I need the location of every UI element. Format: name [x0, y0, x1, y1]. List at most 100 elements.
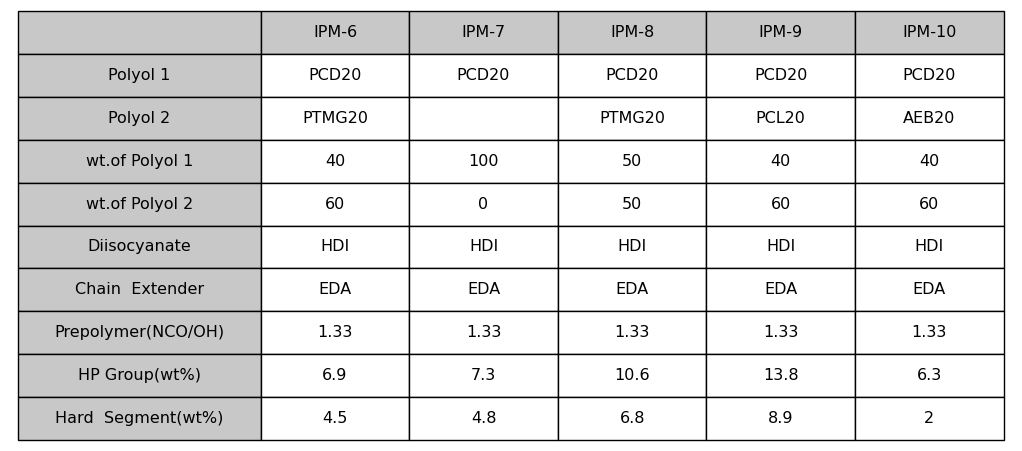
Bar	[558, 397, 706, 440]
Text: HDI: HDI	[320, 239, 350, 254]
Bar	[261, 97, 409, 140]
Bar	[706, 140, 855, 183]
Text: 1.33: 1.33	[614, 325, 650, 340]
Text: PCD20: PCD20	[457, 68, 510, 83]
Bar	[855, 183, 1004, 226]
Text: 13.8: 13.8	[762, 368, 798, 383]
Text: 2: 2	[924, 411, 934, 426]
Bar	[558, 140, 706, 183]
Text: 6.3: 6.3	[917, 368, 942, 383]
Bar	[855, 397, 1004, 440]
Text: Chain  Extender: Chain Extender	[75, 282, 204, 297]
Text: PTMG20: PTMG20	[599, 111, 665, 126]
Bar	[855, 226, 1004, 268]
Text: 1.33: 1.33	[912, 325, 947, 340]
Bar	[409, 97, 558, 140]
Text: IPM-7: IPM-7	[462, 25, 506, 40]
Bar	[558, 54, 706, 97]
Text: EDA: EDA	[615, 282, 649, 297]
Text: 50: 50	[622, 197, 642, 212]
Bar	[261, 397, 409, 440]
Bar	[558, 226, 706, 268]
Bar	[855, 268, 1004, 311]
Text: wt.of Polyol 1: wt.of Polyol 1	[86, 154, 193, 169]
Bar	[558, 97, 706, 140]
Bar	[558, 311, 706, 354]
Text: 1.33: 1.33	[466, 325, 501, 340]
Bar	[409, 11, 558, 54]
Bar	[409, 268, 558, 311]
Text: 60: 60	[771, 197, 791, 212]
Text: PTMG20: PTMG20	[301, 111, 368, 126]
Bar	[409, 397, 558, 440]
Bar	[855, 97, 1004, 140]
Text: EDA: EDA	[913, 282, 946, 297]
Bar	[18, 183, 261, 226]
Bar	[706, 354, 855, 397]
Text: PCD20: PCD20	[605, 68, 659, 83]
Bar	[18, 97, 261, 140]
Text: HDI: HDI	[617, 239, 647, 254]
Bar	[558, 354, 706, 397]
Bar	[261, 268, 409, 311]
Bar	[18, 11, 261, 54]
Bar	[409, 226, 558, 268]
Bar	[18, 140, 261, 183]
Text: 60: 60	[325, 197, 345, 212]
Text: EDA: EDA	[764, 282, 797, 297]
Text: PCL20: PCL20	[756, 111, 805, 126]
Text: EDA: EDA	[318, 282, 352, 297]
Text: 40: 40	[325, 154, 345, 169]
Bar	[18, 54, 261, 97]
Bar	[855, 140, 1004, 183]
Text: 40: 40	[919, 154, 939, 169]
Bar	[409, 54, 558, 97]
Text: Hard  Segment(wt%): Hard Segment(wt%)	[55, 411, 224, 426]
Bar	[261, 54, 409, 97]
Bar	[558, 268, 706, 311]
Bar	[855, 311, 1004, 354]
Text: 40: 40	[771, 154, 791, 169]
Text: 6.8: 6.8	[619, 411, 645, 426]
Text: IPM-8: IPM-8	[610, 25, 654, 40]
Text: 6.9: 6.9	[322, 368, 347, 383]
Text: 4.5: 4.5	[322, 411, 347, 426]
Bar	[261, 354, 409, 397]
Text: 10.6: 10.6	[614, 368, 650, 383]
Bar	[261, 11, 409, 54]
Bar	[706, 183, 855, 226]
Bar	[706, 54, 855, 97]
Bar	[18, 268, 261, 311]
Text: Polyol 1: Polyol 1	[108, 68, 171, 83]
Text: Prepolymer(NCO/OH): Prepolymer(NCO/OH)	[54, 325, 225, 340]
Text: Polyol 2: Polyol 2	[108, 111, 171, 126]
Bar	[18, 354, 261, 397]
Bar	[409, 140, 558, 183]
Bar	[855, 11, 1004, 54]
Bar	[855, 54, 1004, 97]
Bar	[261, 311, 409, 354]
Text: wt.of Polyol 2: wt.of Polyol 2	[86, 197, 193, 212]
Text: 8.9: 8.9	[768, 411, 793, 426]
Text: 60: 60	[919, 197, 939, 212]
Text: 1.33: 1.33	[317, 325, 353, 340]
Text: IPM-6: IPM-6	[313, 25, 357, 40]
Text: HDI: HDI	[915, 239, 944, 254]
Bar	[18, 311, 261, 354]
Bar	[855, 354, 1004, 397]
Bar	[706, 11, 855, 54]
Text: HDI: HDI	[766, 239, 795, 254]
Bar	[558, 11, 706, 54]
Text: 100: 100	[468, 154, 499, 169]
Text: 4.8: 4.8	[471, 411, 497, 426]
Text: PCD20: PCD20	[754, 68, 807, 83]
Text: IPM-9: IPM-9	[758, 25, 803, 40]
Bar	[409, 311, 558, 354]
Bar	[18, 226, 261, 268]
Text: 7.3: 7.3	[471, 368, 496, 383]
Text: 1.33: 1.33	[763, 325, 798, 340]
Bar	[706, 397, 855, 440]
Text: Diisocyanate: Diisocyanate	[88, 239, 191, 254]
Bar	[261, 183, 409, 226]
Bar	[706, 97, 855, 140]
